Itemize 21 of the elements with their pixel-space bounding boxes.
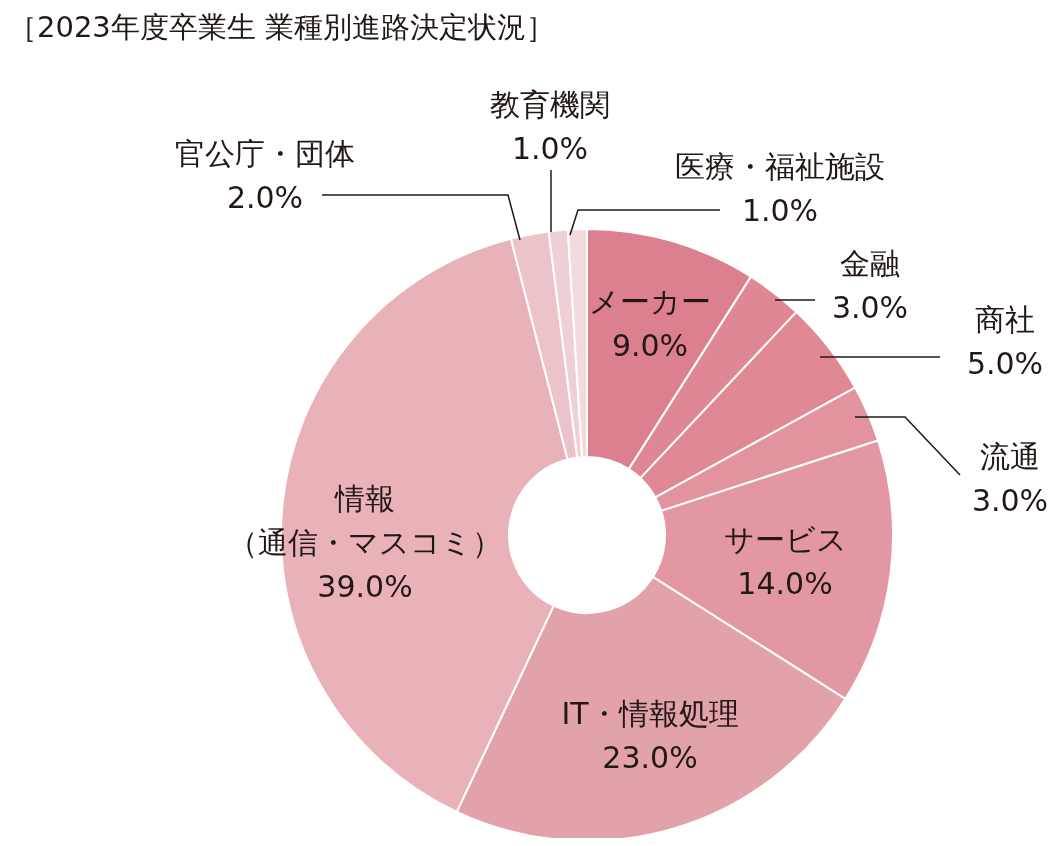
data-label: 23.0% (602, 740, 698, 775)
slice-label: 教育機関 (490, 87, 610, 122)
data-label: 1.0% (741, 193, 819, 228)
slice-label: 医療・福祉施設 (675, 149, 885, 184)
data-label: 14.0% (737, 566, 833, 601)
slice-label: メーカー (589, 284, 711, 319)
slice-label: 官公庁・団体 (175, 136, 355, 171)
data-label: 2.0% (226, 180, 304, 215)
data-label: 5.0% (966, 346, 1044, 381)
data-label: 3.0% (831, 290, 909, 325)
slice-label: 金融 (840, 246, 900, 281)
data-label: 3.0% (971, 483, 1049, 518)
slice-label: 商社 (975, 302, 1035, 337)
slice-label: 流通 (980, 439, 1040, 474)
data-label: 9.0% (611, 328, 689, 363)
slice-label: IT・情報処理 (561, 696, 739, 731)
data-label: 1.0% (511, 131, 589, 166)
slice-label: サービス (723, 522, 847, 557)
chart-title: ［2023年度卒業生 業種別進路決定状況］ (8, 9, 556, 46)
slice-label: 情報（通信・マスコミ） (228, 481, 502, 560)
data-label: 39.0% (317, 569, 413, 604)
